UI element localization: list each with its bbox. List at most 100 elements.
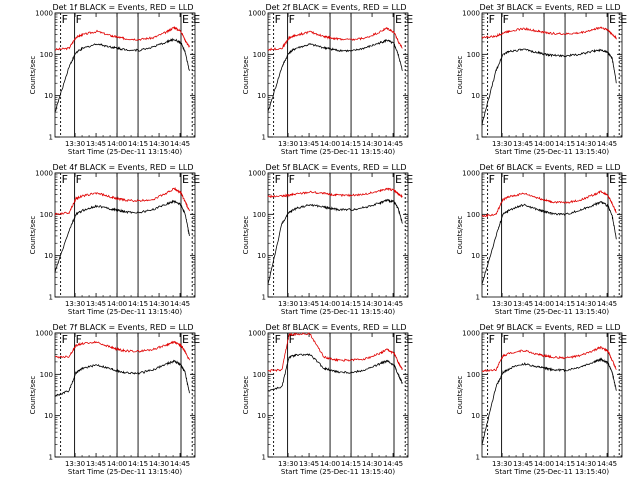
x-tick-label: 14:15	[128, 140, 148, 148]
y-tick-label: 1	[476, 454, 480, 462]
x-tick-label: 13:45	[86, 460, 106, 468]
x-tick-label: 14:00	[534, 140, 554, 148]
x-tick-label: 14:30	[576, 460, 596, 468]
series-line-events	[481, 357, 617, 445]
y-tick-label: 1	[262, 294, 266, 302]
x-tick-label: 14:30	[362, 300, 382, 308]
x-tick-label: 14:15	[341, 460, 361, 468]
x-tick-label: 13:30	[278, 460, 298, 468]
x-tick-label: 14:15	[555, 460, 575, 468]
panel-det-4: Det 4f BLACK = Events, RED = LLD 1 10 100 10…	[29, 163, 200, 316]
plot-frame	[481, 332, 623, 458]
y-tick-label: 1	[49, 294, 53, 302]
interval-marker-label: F	[275, 13, 281, 26]
y-tick-label: 1	[49, 134, 53, 142]
x-tick-label: 13:30	[492, 140, 512, 148]
interval-marker-label: E	[620, 173, 627, 186]
panel-title: Det 3f BLACK = Events, RED = LLD	[479, 3, 620, 12]
plot-frame	[267, 172, 409, 298]
x-tick-label: 14:45	[170, 300, 190, 308]
x-tick-label: 13:45	[513, 300, 533, 308]
panel-title: Det 8f BLACK = Events, RED = LLD	[265, 323, 406, 332]
x-tick-label: 14:30	[362, 140, 382, 148]
y-tick-label: 1	[262, 454, 266, 462]
interval-marker-label: E	[395, 333, 402, 346]
series-line-events	[481, 201, 617, 285]
y-axis-label: Counts/sec	[29, 56, 37, 95]
x-axis-label: Start Time (25-Dec-11 13:15:40)	[68, 468, 182, 476]
y-tick-label: 100	[253, 51, 266, 59]
y-tick-label: 1000	[248, 10, 266, 18]
x-tick-label: 14:00	[534, 300, 554, 308]
y-tick-label: 1	[476, 134, 480, 142]
x-tick-label: 13:45	[513, 140, 533, 148]
series-line-lld	[54, 187, 190, 216]
y-tick-label: 10	[471, 92, 480, 100]
y-tick-label: 10	[44, 412, 53, 420]
x-tick-label: 13:45	[86, 140, 106, 148]
plot-frame	[267, 12, 409, 138]
panel-det-7: Det 7f BLACK = Events, RED = LLD 1 10 100 10…	[29, 323, 200, 476]
series-line-events	[267, 38, 403, 112]
panel-det-2: Det 2f BLACK = Events, RED = LLD 1 10 100 10…	[242, 3, 413, 156]
interval-marker-label: F	[76, 333, 82, 346]
y-tick-label: 100	[40, 371, 53, 379]
interval-marker-label: E	[182, 13, 189, 26]
interval-marker-label: E	[193, 333, 200, 346]
panel-det-1: Det 1f BLACK = Events, RED = LLD 1 10 100 10…	[29, 3, 200, 156]
x-axis-label: Start Time (25-Dec-11 13:15:40)	[281, 308, 395, 316]
panel-det-5: Det 5f BLACK = Events, RED = LLD 1 10 100 10…	[242, 163, 413, 316]
x-tick-label: 14:45	[383, 460, 403, 468]
interval-marker-label: F	[503, 173, 509, 186]
y-tick-label: 10	[471, 252, 480, 260]
interval-marker-label: E	[193, 173, 200, 186]
interval-marker-label: E	[620, 333, 627, 346]
x-axis-label: Start Time (25-Dec-11 13:15:40)	[281, 148, 395, 156]
x-tick-label: 13:30	[492, 460, 512, 468]
x-tick-label: 14:15	[128, 460, 148, 468]
interval-marker-label: F	[489, 333, 495, 346]
y-tick-label: 10	[471, 412, 480, 420]
interval-marker-label: E	[395, 173, 402, 186]
y-tick-label: 10	[257, 412, 266, 420]
series-line-events	[54, 199, 190, 273]
y-axis-label: Counts/sec	[29, 216, 37, 255]
interval-marker-label: F	[275, 333, 281, 346]
y-tick-label: 1000	[248, 330, 266, 338]
plot-frame	[481, 172, 623, 298]
x-tick-label: 14:45	[383, 140, 403, 148]
x-tick-label: 13:30	[65, 300, 85, 308]
interval-marker-label: E	[182, 173, 189, 186]
interval-marker-label: F	[62, 333, 68, 346]
plot-frame	[481, 12, 623, 138]
x-axis-label: Start Time (25-Dec-11 13:15:40)	[495, 148, 609, 156]
series-line-lld	[481, 190, 617, 218]
interval-marker-label: E	[609, 333, 616, 346]
interval-marker-label: E	[193, 13, 200, 26]
interval-marker-label: E	[406, 173, 413, 186]
interval-marker-label: F	[503, 333, 509, 346]
y-tick-label: 1000	[462, 170, 480, 178]
series-line-events	[267, 198, 403, 285]
interval-marker-label: F	[275, 173, 281, 186]
panel-title: Det 9f BLACK = Events, RED = LLD	[479, 323, 620, 332]
y-tick-label: 10	[257, 92, 266, 100]
y-axis-label: Counts/sec	[29, 376, 37, 415]
y-tick-label: 1000	[462, 10, 480, 18]
x-tick-label: 14:45	[170, 140, 190, 148]
series-line-lld	[481, 346, 617, 373]
x-tick-label: 13:45	[299, 300, 319, 308]
y-tick-label: 100	[467, 211, 480, 219]
interval-marker-label: F	[62, 13, 68, 26]
panel-title: Det 4f BLACK = Events, RED = LLD	[52, 163, 193, 172]
interval-marker-label: E	[406, 13, 413, 26]
y-tick-label: 1	[262, 134, 266, 142]
y-axis-label: Counts/sec	[456, 216, 464, 255]
x-tick-label: 14:30	[149, 140, 169, 148]
y-axis-label: Counts/sec	[242, 216, 250, 255]
x-tick-label: 14:30	[576, 300, 596, 308]
y-tick-label: 1000	[35, 10, 53, 18]
series-line-lld	[267, 332, 403, 373]
series-line-lld	[481, 26, 617, 40]
x-tick-label: 14:15	[555, 140, 575, 148]
